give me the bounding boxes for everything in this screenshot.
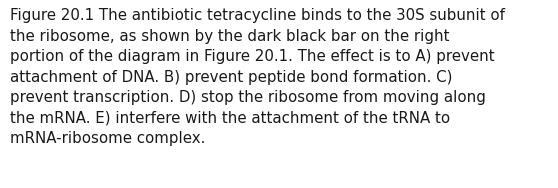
Text: Figure 20.1 The antibiotic tetracycline binds to the 30S subunit of
the ribosome: Figure 20.1 The antibiotic tetracycline … <box>10 8 505 146</box>
